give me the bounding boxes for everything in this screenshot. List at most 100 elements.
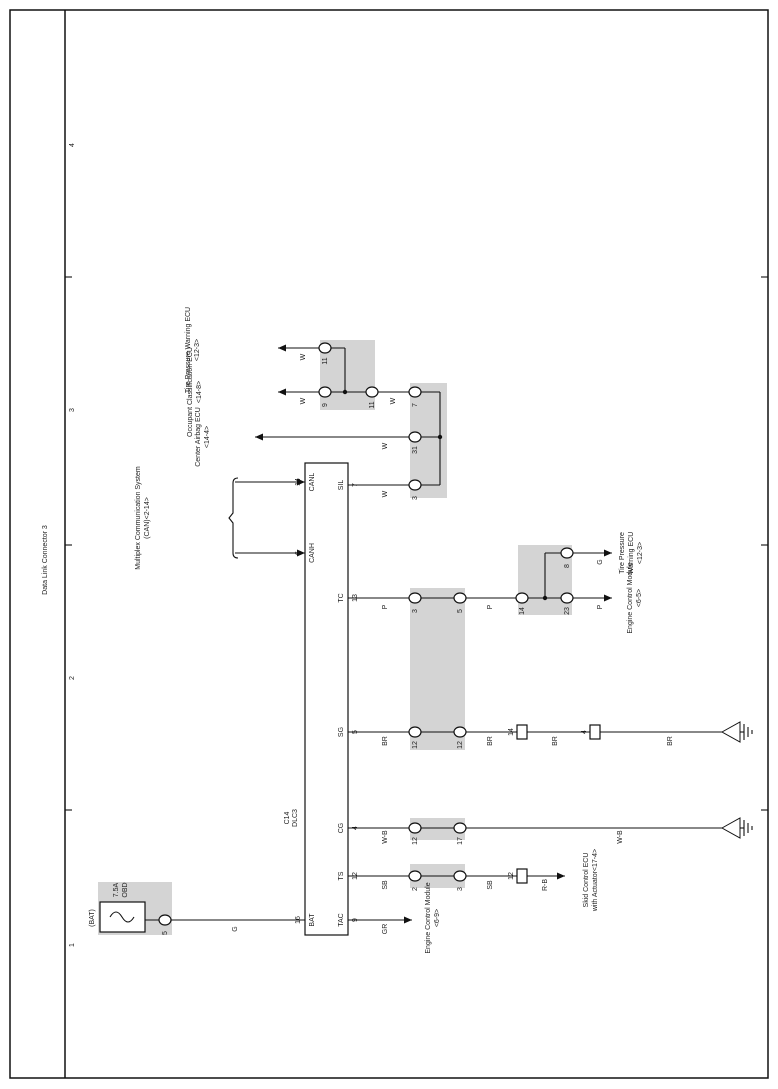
terminal: [365, 386, 379, 398]
arrow: [278, 344, 286, 352]
terminal: [515, 592, 529, 604]
connector-box: [304, 462, 349, 936]
terminal: [453, 726, 467, 738]
destination: Tire Pressure Warning ECU: [185, 307, 192, 393]
terminal-number: 23: [564, 607, 571, 615]
terminal-number: 12: [457, 741, 464, 749]
destination: <6-9>: [434, 909, 441, 927]
arrow: [297, 478, 305, 486]
terminal: [408, 870, 422, 882]
connector-code: C14: [284, 811, 291, 824]
destination: with Actuator<17-4>: [592, 849, 599, 912]
terminal-number: 9: [322, 403, 329, 407]
terminal: [408, 431, 422, 443]
terminal: [453, 870, 467, 882]
terminal-number: 3: [457, 887, 464, 891]
pin-name: CG: [338, 823, 345, 834]
terminal: [158, 914, 172, 926]
terminal: [408, 822, 422, 834]
connector-shade: [410, 818, 465, 840]
bracket: [228, 477, 239, 559]
arrow: [278, 388, 286, 396]
wire-color: W-B: [617, 830, 624, 844]
pin-name: TAC: [338, 913, 345, 926]
arrow: [404, 916, 412, 924]
ground: [720, 817, 741, 839]
zone-number: 3: [69, 408, 76, 412]
destination: <12-3>: [637, 542, 644, 564]
terminal-number: 8: [564, 564, 571, 568]
wire-color: R-B: [542, 879, 549, 891]
arrow: [604, 549, 612, 557]
arrow: [255, 433, 263, 441]
terminal: [560, 547, 574, 559]
inline-connector: [516, 868, 528, 884]
wire-color: W-B: [382, 830, 389, 844]
inline-connector: [589, 724, 601, 740]
destination: Tire Pressure: [619, 532, 626, 574]
zone-number: 4: [69, 143, 76, 147]
terminal-number: 11: [322, 357, 329, 364]
terminal-number: 17: [457, 837, 464, 845]
terminal-number: 7: [412, 403, 419, 407]
destination: <14-8>: [196, 381, 203, 403]
arrow: [604, 594, 612, 602]
fuse: [109, 911, 135, 923]
destination: Engine Control Module: [627, 562, 634, 633]
terminal-number: 4: [581, 730, 588, 734]
wire-color: SB: [487, 880, 494, 890]
pin-name: TS: [338, 871, 345, 880]
pin-name: CANH: [309, 543, 316, 563]
arrow: [297, 549, 305, 557]
terminal: [318, 342, 332, 354]
destination: Multiplex Communication System: [135, 466, 142, 570]
connector-shade: [410, 588, 465, 750]
wire-color: P: [382, 604, 389, 609]
terminal-number: 5: [162, 931, 169, 935]
terminal: [318, 386, 332, 398]
wire-color: W: [300, 353, 307, 360]
terminal: [453, 822, 467, 834]
destination: <14-4>: [204, 426, 211, 448]
ground: [720, 721, 741, 743]
wire-color: W: [300, 397, 307, 404]
zone-number: 2: [69, 676, 76, 680]
terminal: [408, 479, 422, 491]
wire-color: BR: [487, 736, 494, 746]
wire-color: SB: [382, 880, 389, 890]
pin-name: CANL: [309, 473, 316, 492]
pin-name: SG: [338, 727, 345, 737]
destination: <6-5>: [636, 589, 643, 607]
terminal-number: 12: [412, 837, 419, 845]
terminal-number: 12: [412, 741, 419, 749]
wire-color: G: [597, 559, 604, 564]
pin-name: BAT: [309, 913, 316, 927]
pin-name: TC: [338, 593, 345, 602]
title: Data Link Connector 3: [42, 525, 49, 595]
terminal-number: 3: [412, 496, 419, 500]
connector-name: DLC3: [292, 809, 299, 827]
fuse-source: (BAT): [89, 909, 96, 927]
wire-color: W: [390, 397, 397, 404]
terminal-number: 14: [519, 607, 526, 615]
terminal: [408, 386, 422, 398]
destination: Engine Control Module: [425, 882, 432, 953]
destination: Occupant Classification ECU: [187, 347, 194, 437]
wire-color: P: [597, 604, 604, 609]
pin-name: SIL: [338, 480, 345, 491]
page-border: [9, 9, 769, 1079]
wire-color: W: [382, 490, 389, 497]
terminal: [408, 726, 422, 738]
terminal: [408, 592, 422, 604]
wire-color: G: [232, 926, 239, 931]
wire-color: BR: [382, 736, 389, 746]
arrow: [557, 872, 565, 880]
terminal: [560, 592, 574, 604]
terminal-number: 5: [457, 609, 464, 613]
destination: Skid Control ECU: [583, 853, 590, 908]
wire-color: W: [382, 442, 389, 449]
terminal-number: 14: [508, 728, 515, 736]
fuse-rating: 7.5A: [113, 882, 120, 897]
wire-color: P: [487, 604, 494, 609]
